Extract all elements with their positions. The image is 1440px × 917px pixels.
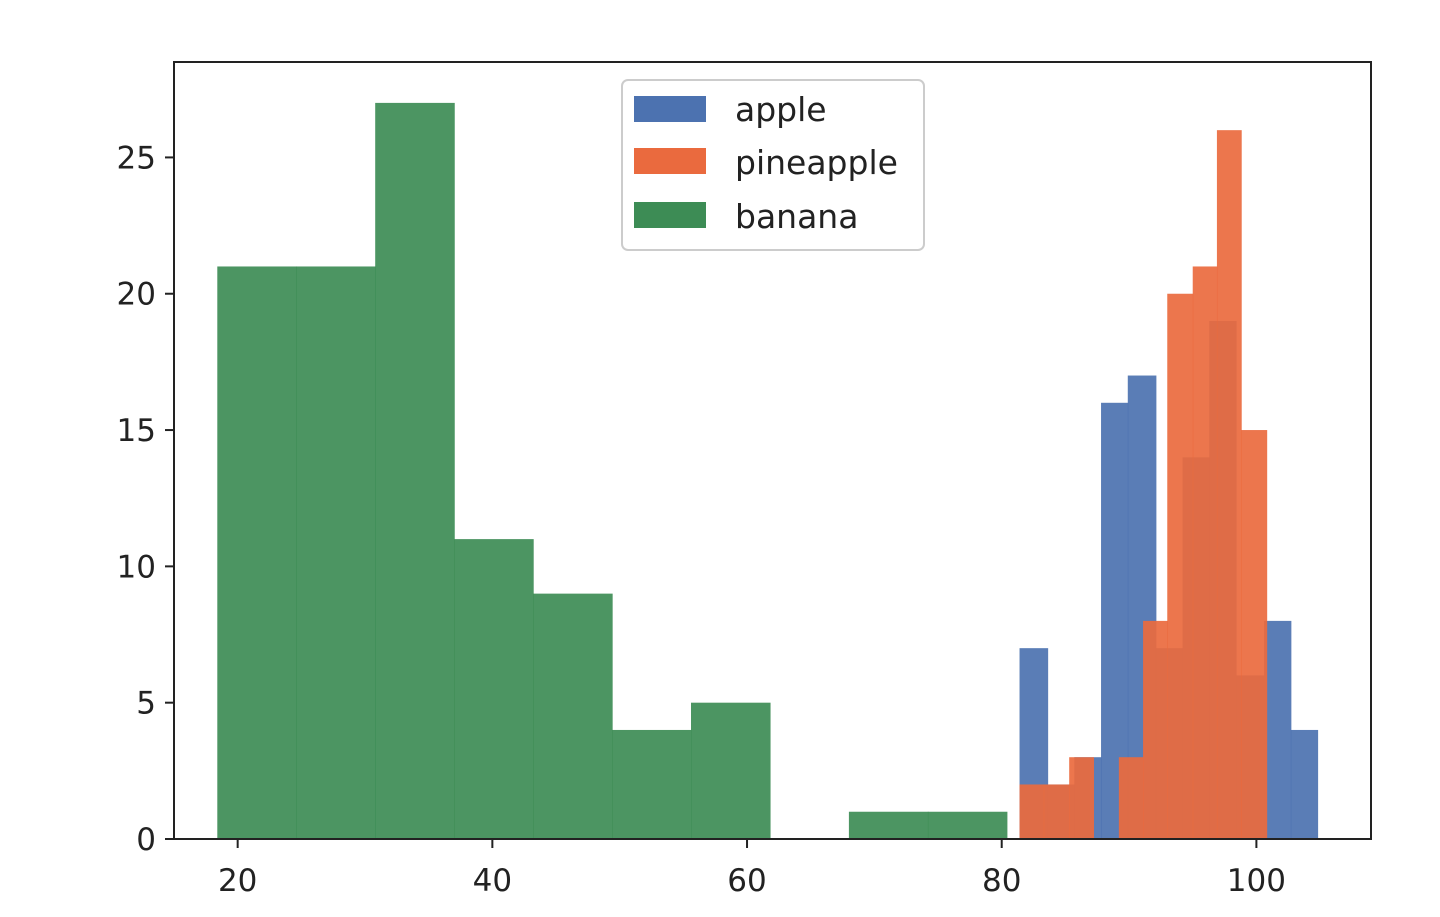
y-tick-label-0: 0 [136,822,156,858]
bar-banana-0 [217,266,297,840]
bar-banana-4 [533,593,613,839]
legend-label-banana: banana [735,197,858,236]
y-axis-ticks: 0 5 10 15 20 25 [117,140,174,858]
y-tick-label-3: 15 [117,413,156,449]
bar-pineapple-0 [1019,784,1045,839]
bar-banana-5 [612,729,692,839]
bar-banana-6 [691,702,771,839]
legend-swatch-apple [634,96,706,122]
legend: apple pineapple banana [621,79,925,251]
y-tick-label-5: 25 [117,140,156,176]
bar-pineapple-1 [1043,784,1070,839]
x-tick-label-3: 80 [982,863,1021,899]
y-tick-label-4: 20 [117,277,156,313]
bar-pineapple-2 [1069,757,1094,839]
bar-banana-3 [454,539,534,839]
legend-label-pineapple: pineapple [735,143,898,182]
bar-banana-2 [375,102,455,839]
bar-banana-8 [848,811,929,839]
x-tick-label-4: 100 [1227,863,1286,899]
bar-pineapple-6 [1167,293,1194,839]
legend-label-apple: apple [735,90,827,129]
histogram-bars [217,102,1319,840]
legend-swatch-pineapple [634,148,706,174]
bar-pineapple-4 [1118,757,1144,839]
x-tick-label-0: 20 [218,863,257,899]
x-tick-label-1: 40 [473,863,512,899]
y-tick-label-1: 5 [136,686,156,722]
x-tick-label-2: 60 [727,863,766,899]
bar-pineapple-8 [1216,130,1242,839]
bar-pineapple-5 [1143,620,1168,839]
bar-apple-9 [1264,620,1292,839]
bar-pineapple-9 [1241,430,1268,839]
bar-pineapple-7 [1192,266,1218,840]
bar-apple-10 [1290,729,1319,839]
bar-banana-1 [296,266,376,840]
plot-frame [173,61,1372,840]
x-axis-ticks: 20 40 60 80 100 [218,839,1286,899]
legend-swatch-banana [634,202,706,228]
bar-banana-9 [927,811,1008,839]
y-tick-label-2: 10 [117,549,156,585]
